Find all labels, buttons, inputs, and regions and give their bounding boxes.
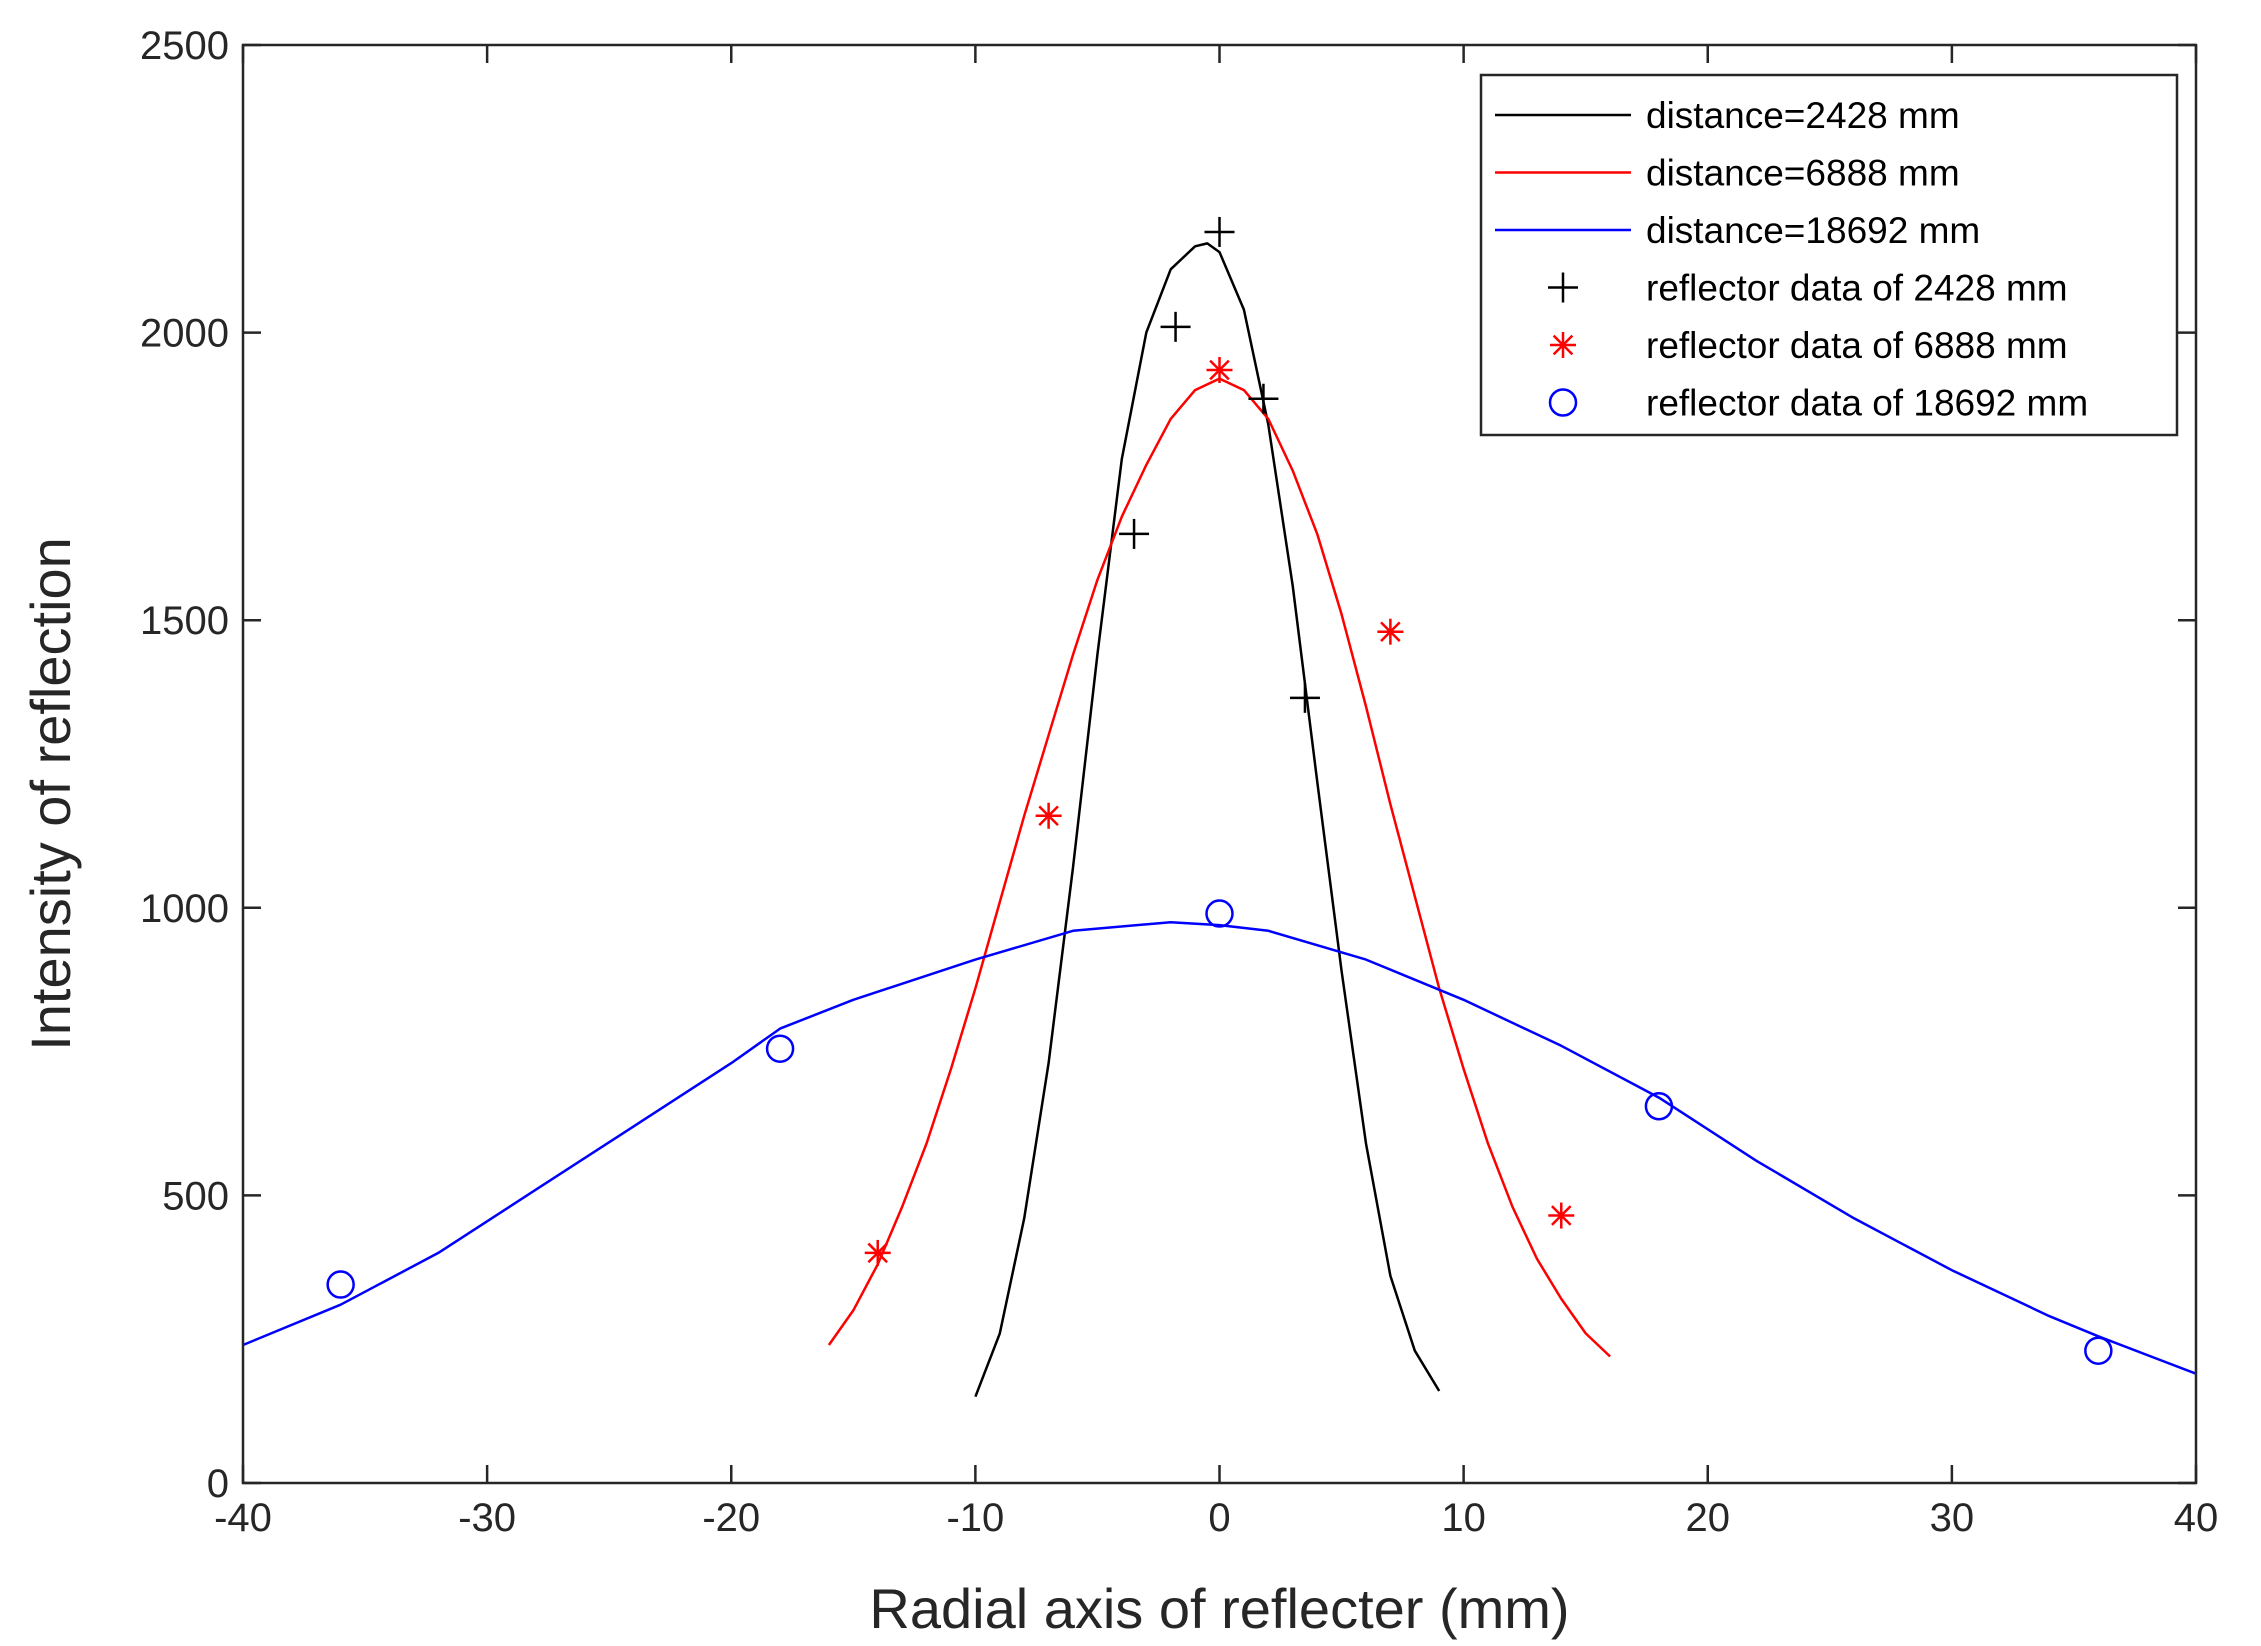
x-tick-label: -10 <box>946 1496 1004 1540</box>
legend-label: distance=18692 mm <box>1646 210 1980 251</box>
series-5 <box>326 899 2113 1365</box>
marker-stroke <box>1551 1205 1572 1226</box>
series-3 <box>1119 216 1320 713</box>
data-point-circle <box>326 1270 355 1299</box>
data-point-asterisk <box>1548 1202 1575 1229</box>
marker-stroke <box>1380 621 1401 642</box>
marker-stroke <box>1209 359 1230 381</box>
marker-stroke <box>867 1242 888 1264</box>
x-tick-label: 40 <box>2174 1496 2219 1540</box>
marker-stroke <box>1552 334 1574 356</box>
y-tick-label: 2000 <box>140 312 229 356</box>
y-tick-label: 500 <box>162 1174 229 1218</box>
x-tick-label: 30 <box>1930 1496 1975 1540</box>
series-line <box>242 920 2197 1375</box>
x-tick-label: -30 <box>458 1496 516 1540</box>
legend-label: reflector data of 2428 mm <box>1646 268 2068 309</box>
y-tick-label: 0 <box>207 1462 229 1506</box>
legend-item: distance=2428 mm <box>1495 95 1960 136</box>
data-point-plus <box>1204 216 1235 247</box>
legend-item: reflector data of 2428 mm <box>1548 268 2068 309</box>
series-line <box>974 242 1441 1398</box>
x-tick-label: 10 <box>1441 1496 1486 1540</box>
legend-label: reflector data of 18692 mm <box>1646 383 2088 424</box>
y-axis: 0 500 1000 1500 2000 2500 <box>140 24 2196 1506</box>
legend-marker-swatch <box>1548 388 1578 417</box>
x-tick-label: -40 <box>214 1496 272 1540</box>
data-point-plus <box>1160 311 1191 342</box>
legend-label: distance=2428 mm <box>1646 95 1960 136</box>
x-tick-label: 0 <box>1208 1496 1230 1540</box>
data-point-plus <box>1289 682 1320 713</box>
y-tick-label: 2500 <box>140 24 229 68</box>
x-tick-label: -20 <box>702 1496 760 1540</box>
legend: distance=2428 mm distance=6888 mm distance… <box>1479 73 2179 437</box>
series-4 <box>864 356 1575 1266</box>
series-2 <box>242 920 2197 1375</box>
y-axis-label: Intensity of reflection <box>19 537 82 1051</box>
data-point-circle <box>765 1034 795 1063</box>
legend-item: distance=6888 mm <box>1495 153 1960 194</box>
y-tick-label: 1500 <box>140 599 229 643</box>
data-point-circle <box>1644 1091 1674 1121</box>
data-point-plus <box>1248 383 1279 414</box>
data-point-asterisk <box>1206 356 1233 383</box>
legend-label: reflector data of 6888 mm <box>1646 325 2068 366</box>
data-point-asterisk <box>1035 802 1062 829</box>
data-point-plus <box>1119 518 1150 549</box>
series-0 <box>974 242 1441 1398</box>
legend-marker-swatch <box>1548 272 1578 303</box>
data-point-circle <box>2084 1336 2113 1365</box>
data-point-asterisk <box>864 1239 891 1266</box>
legend-item: distance=18692 mm <box>1495 210 1980 251</box>
legend-marker-swatch <box>1550 332 1576 358</box>
x-axis-label: Radial axis of reflecter (mm) <box>869 1577 1569 1640</box>
data-point-circle <box>1205 899 1234 928</box>
data-point-asterisk <box>1377 618 1404 645</box>
series-layer <box>242 216 2197 1398</box>
x-axis: -40 -30 -20 -10 0 10 20 30 40 <box>214 45 2218 1540</box>
x-tick-label: 20 <box>1686 1496 1731 1540</box>
marker-stroke <box>1038 805 1059 827</box>
legend-box <box>1479 73 2179 437</box>
y-tick-label: 1000 <box>140 887 229 931</box>
legend-label: distance=6888 mm <box>1646 153 1960 194</box>
legend-item: reflector data of 6888 mm <box>1550 325 2068 366</box>
legend-item: reflector data of 18692 mm <box>1548 383 2088 424</box>
